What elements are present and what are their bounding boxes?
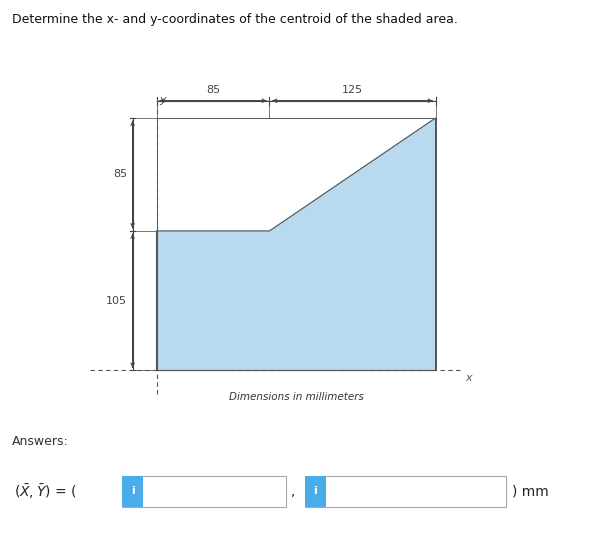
- Text: 85: 85: [206, 85, 220, 96]
- Text: i: i: [313, 487, 317, 496]
- Text: Dimensions in millimeters: Dimensions in millimeters: [229, 392, 364, 402]
- Text: i: i: [131, 487, 135, 496]
- Text: y: y: [159, 94, 166, 105]
- Text: Answers:: Answers:: [12, 435, 69, 448]
- Text: 85: 85: [113, 170, 128, 179]
- Bar: [122, 476, 144, 507]
- Text: 105: 105: [106, 296, 128, 306]
- Text: Determine the x- and y-coordinates of the centroid of the shaded area.: Determine the x- and y-coordinates of th…: [12, 14, 458, 26]
- Bar: [122, 476, 285, 507]
- Text: ,: ,: [291, 484, 296, 498]
- Text: x: x: [465, 373, 471, 383]
- Text: 125: 125: [342, 85, 363, 96]
- Bar: [305, 476, 507, 507]
- Text: ) mm: ) mm: [512, 484, 549, 498]
- Bar: [305, 476, 326, 507]
- Text: $(\bar{X}, \bar{Y})$ = (: $(\bar{X}, \bar{Y})$ = (: [14, 482, 76, 501]
- Polygon shape: [157, 118, 436, 370]
